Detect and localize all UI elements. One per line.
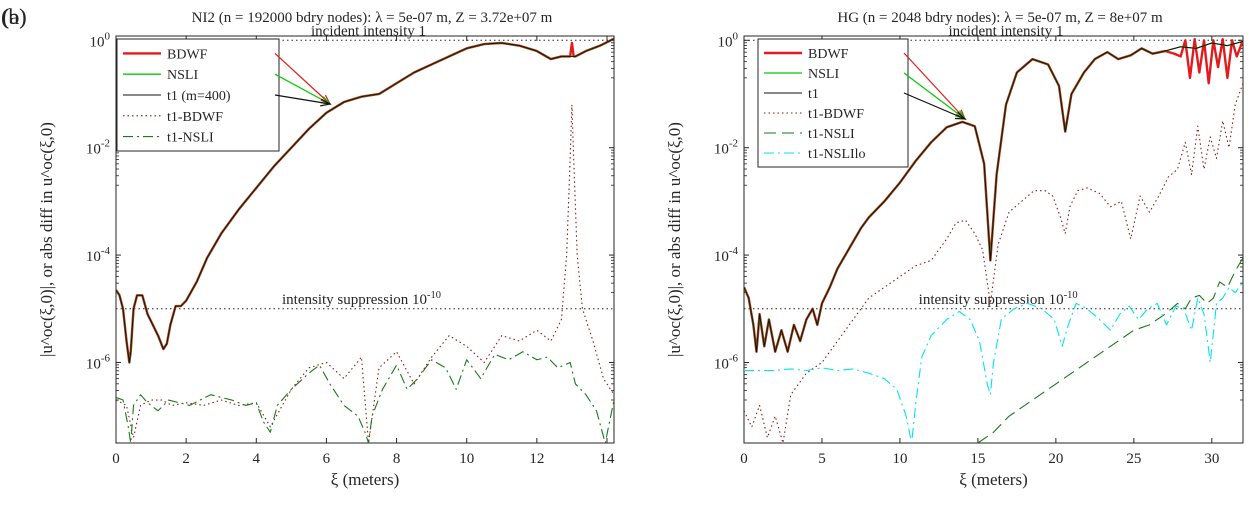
x-axis-label: ξ (meters) xyxy=(331,470,399,489)
chart-title: NI2 (n = 192000 bdry nodes): λ = 5e-07 m… xyxy=(192,10,553,26)
legend-arrow xyxy=(274,52,331,105)
panel-label: (b) xyxy=(1,4,27,29)
x-tick-label: 10 xyxy=(892,451,907,467)
x-tick-label: 10 xyxy=(459,451,474,467)
series-t1-nsli xyxy=(977,257,1243,443)
legend-label: t1-NSLI xyxy=(167,131,214,146)
legend-label: t1-NSLI xyxy=(808,127,855,142)
legend-arrow-head xyxy=(954,111,967,120)
series-t1-nsli xyxy=(116,351,614,443)
x-tick-label: 14 xyxy=(599,451,615,467)
y-tick-label: 10-2 xyxy=(86,138,110,158)
series-t1-nslilo xyxy=(744,281,1243,443)
plot-frame xyxy=(743,35,1244,444)
x-tick-label: 15 xyxy=(970,451,985,467)
legend-arrow xyxy=(274,73,331,105)
x-tick-label: 4 xyxy=(253,451,261,467)
plot-frame xyxy=(115,35,615,444)
legend-arrow xyxy=(903,92,966,120)
x-axis-label: ξ (meters) xyxy=(959,470,1027,489)
x-tick-label: 5 xyxy=(818,451,826,467)
series-t1-m-400- xyxy=(116,38,614,363)
x-tick-label: 6 xyxy=(323,451,331,467)
legend-label: t1 xyxy=(808,87,819,102)
panel-label: (a) xyxy=(2,4,26,29)
y-tick-label: 10-4 xyxy=(86,245,111,265)
legend-arrow xyxy=(903,52,966,120)
legend-label: t1-BDWF xyxy=(808,107,864,122)
legend-label: NSLI xyxy=(808,67,839,82)
x-tick-label: 12 xyxy=(529,451,544,467)
legend-arrow xyxy=(903,72,966,120)
legend-label: t1 (m=400) xyxy=(167,89,231,104)
legend-label: t1-BDWF xyxy=(167,110,223,125)
reference-line-label: incident intensity 1 xyxy=(311,23,426,39)
x-tick-label: 2 xyxy=(182,451,190,467)
x-tick-label: 25 xyxy=(1126,451,1141,467)
y-tick-label: 10-6 xyxy=(86,352,111,372)
legend-label: BDWF xyxy=(808,47,849,62)
legend-label: BDWF xyxy=(167,47,208,62)
x-tick-label: 20 xyxy=(1048,451,1063,467)
x-tick-label: 0 xyxy=(112,451,120,467)
x-tick-label: 0 xyxy=(740,451,748,467)
y-tick-label: 100 xyxy=(718,30,739,50)
chart-title: HG (n = 2048 bdry nodes): λ = 5e-07 m, Z… xyxy=(837,10,1163,26)
series-t1 xyxy=(744,40,1243,353)
series-t1-bdwf xyxy=(116,104,614,443)
legend: BDWF NSLI t1 t1-BDWF t1-NSLI t1-NSLIlo xyxy=(757,38,967,168)
reference-line-label: intensity suppression 10-10 xyxy=(919,290,1078,308)
legend-label: NSLI xyxy=(167,68,198,83)
y-tick-label: 10-6 xyxy=(714,352,739,372)
legend-box xyxy=(757,38,909,168)
reference-line-label: incident intensity 1 xyxy=(948,23,1063,39)
panel-a: 0 2 4 6 8 10 12 14 100 10-2 10-4 10-6 incident inten… xyxy=(2,4,615,489)
y-tick-label: 10-4 xyxy=(714,245,739,265)
x-tick-label: 30 xyxy=(1204,451,1219,467)
legend-arrow xyxy=(274,94,331,105)
y-tick-label: 10-2 xyxy=(714,138,738,158)
y-tick-label: 100 xyxy=(90,30,111,50)
y-axis-label: |u^oc(ξ,0)|, or abs diff in u^oc(ξ,0) xyxy=(37,122,56,357)
reference-line-label: intensity suppression 10-10 xyxy=(282,290,441,308)
legend-arrow-head xyxy=(320,98,332,107)
legend: BDWF NSLI t1 (m=400) t1-BDWF t1-NSLI xyxy=(116,38,332,152)
y-axis-label: |u^oc(ξ,0)|, or abs diff in u^oc(ξ,0) xyxy=(665,122,684,357)
x-tick-label: 8 xyxy=(393,451,401,467)
legend-label: t1-NSLIlo xyxy=(808,147,866,162)
